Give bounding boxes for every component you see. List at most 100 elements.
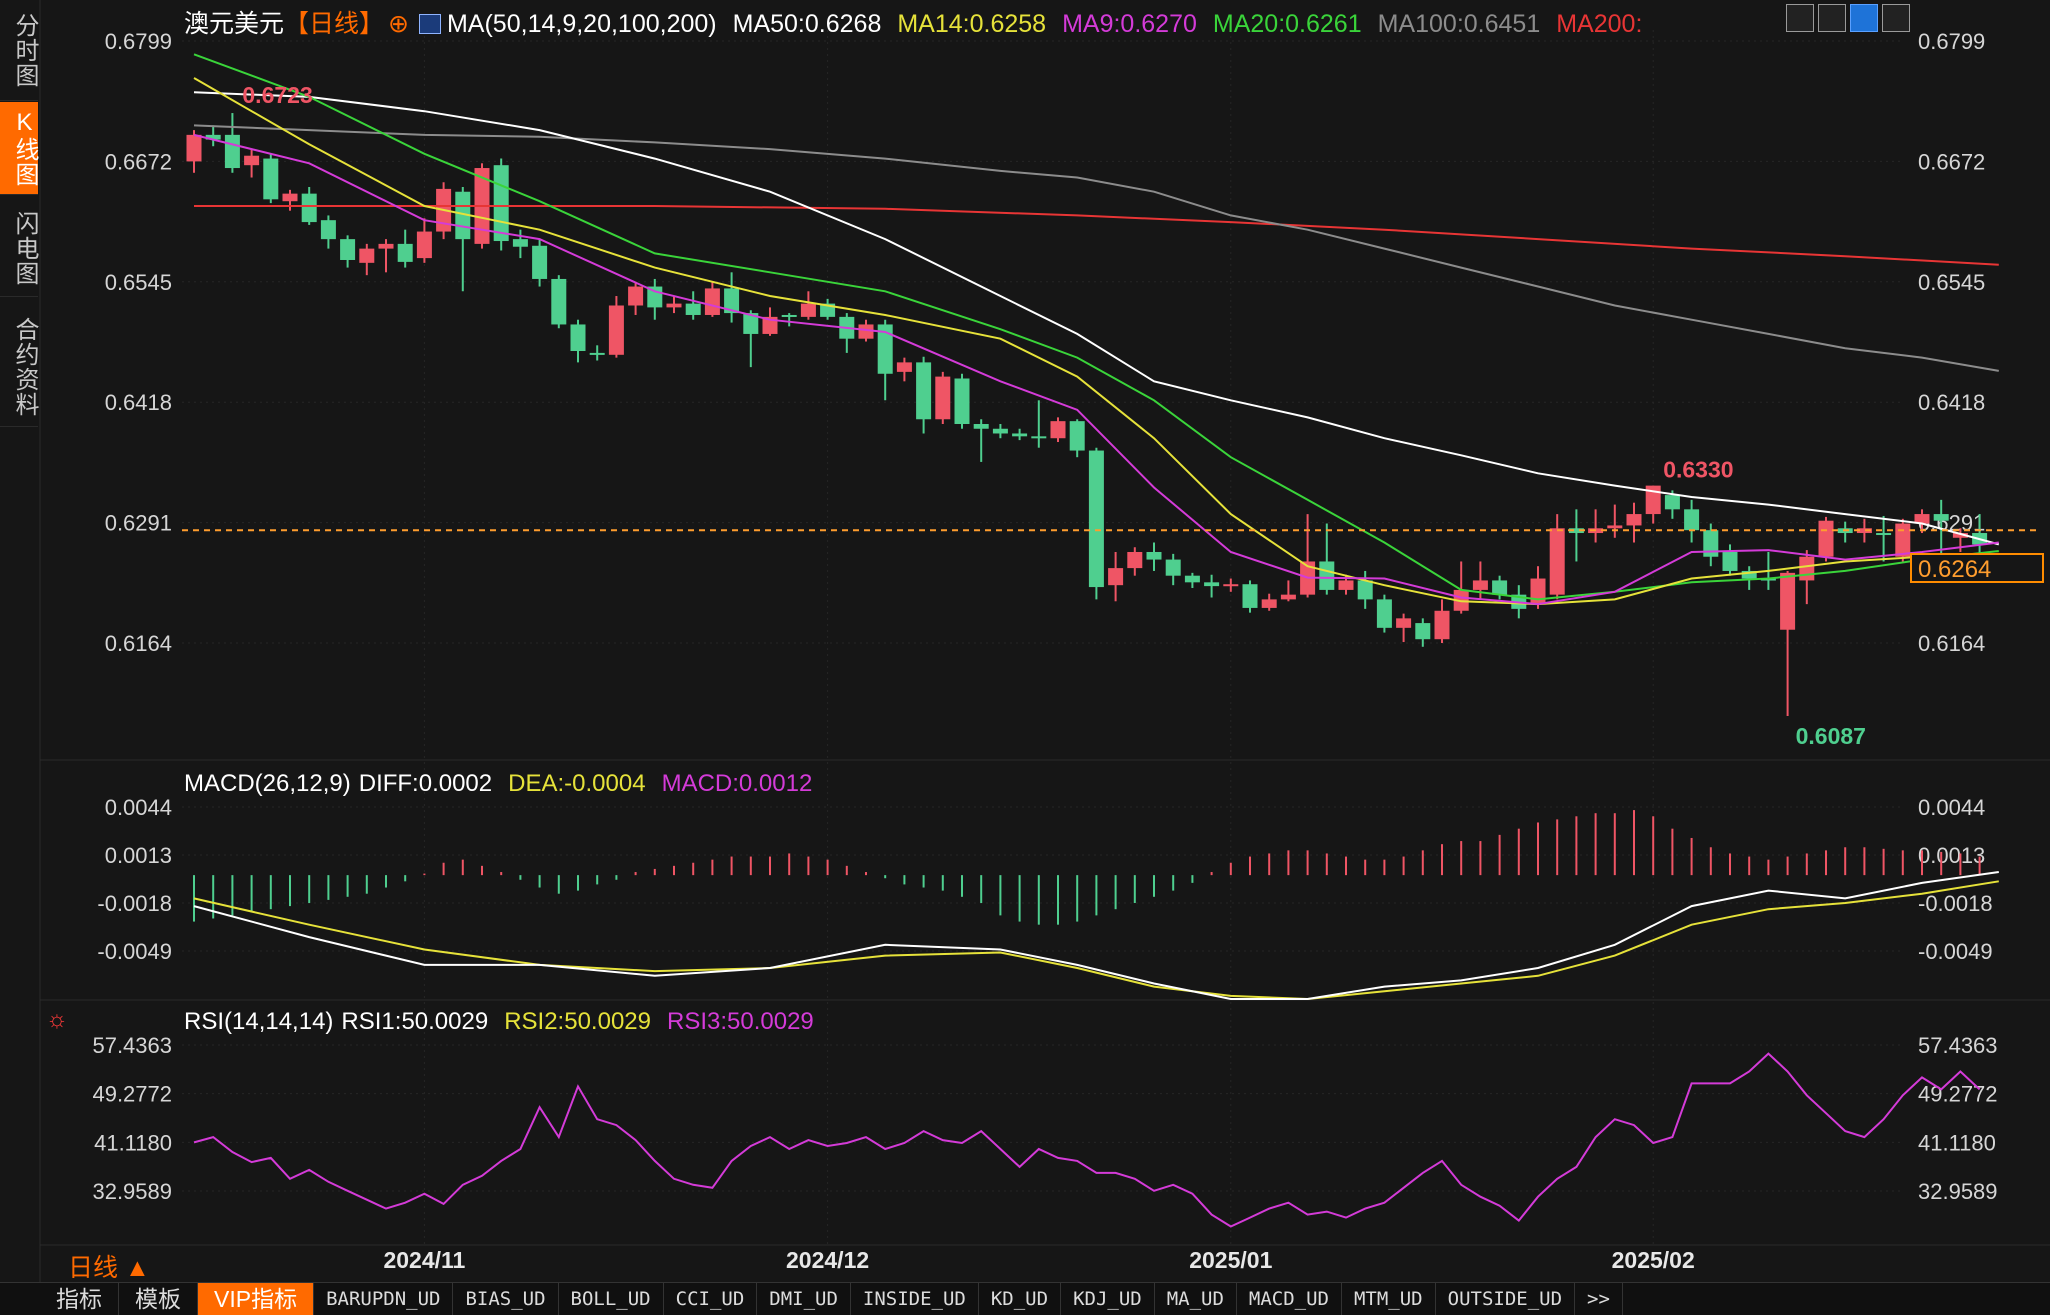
candle-body [1376,599,1392,628]
candle-down [551,275,567,329]
tab-more[interactable]: >> [1575,1283,1623,1315]
rsi-tick-label-left: 57.4363 [92,1033,172,1058]
candle-down [320,215,336,249]
price-tick-label-left: 0.6672 [105,149,172,174]
candle-body [1684,509,1700,531]
candle-body [1472,580,1488,590]
sidebar-tab-contract-info[interactable]: 合约资料 [0,308,38,427]
tab-kdj[interactable]: KDJ_UD [1061,1283,1155,1315]
candle-body [628,286,644,306]
candle-up [1223,578,1239,592]
layout-grid-icon[interactable] [1786,4,1814,32]
candle-down [839,313,855,353]
candle-down [455,186,471,292]
rsi-tick-label-left: 49.2772 [92,1082,172,1107]
candle-body [1088,450,1104,588]
macd-tick-label-left: 0.0013 [105,843,172,868]
ma100-line [193,124,1999,372]
candle-body [1664,495,1680,510]
candle-down [532,239,548,287]
candle-body [1703,530,1719,557]
settings-sun-icon[interactable]: ☼ [46,1006,68,1033]
candle-up [704,281,720,317]
candle-down [1568,509,1584,562]
fullscreen-icon[interactable] [1882,4,1910,32]
tab-indicators[interactable]: 指标 [0,1283,119,1315]
candle-down [205,125,221,147]
candle-body [589,352,605,355]
candle-body [1242,584,1258,608]
candle-body [1415,623,1431,640]
period-label[interactable]: 【日线】 [284,10,385,38]
ma20-value: MA20:0.6261 [1212,10,1362,38]
candle-up [628,281,644,315]
candle-up [1108,551,1124,602]
candle-body [1760,578,1776,581]
candle-body [532,245,548,279]
candle-body [1357,580,1373,600]
tab-ma[interactable]: MA_UD [1155,1283,1237,1315]
candle-down [820,298,836,320]
rsi-tick-label-left: 32.9589 [92,1179,172,1204]
tab-outside[interactable]: OUTSIDE_UD [1436,1283,1576,1315]
tab-mtm[interactable]: MTM_UD [1342,1283,1436,1315]
macd-diff: DIFF:0.0002 [358,770,493,797]
sidebar-tab-timeshare[interactable]: 分时图 [0,0,38,101]
candle-down [973,419,989,462]
candle-body [666,303,682,308]
rsi2-value: RSI2:50.0029 [504,1008,651,1035]
price-tick-label-left: 0.6545 [105,270,172,295]
crosshair-icon[interactable]: ⊕ [388,10,409,38]
candle-down [1204,574,1220,598]
candle-body [1818,520,1834,557]
candle-body [244,155,260,166]
candle-up [186,130,202,173]
candle-up [1127,547,1143,576]
tab-inside[interactable]: INSIDE_UD [851,1283,979,1315]
sidebar-tab-lightning[interactable]: 闪电图 [0,200,38,297]
tab-dmi[interactable]: DMI_UD [757,1283,851,1315]
candle-up [1300,514,1316,598]
candle-body [378,243,394,249]
candle-body [1204,582,1220,587]
candle-body [1146,551,1162,560]
chart-type-icon[interactable] [1818,4,1846,32]
tab-cci[interactable]: CCI_UD [664,1283,758,1315]
candle-down [1376,594,1392,633]
candle-up [282,189,298,211]
candle-down [1088,447,1104,600]
rsi-params: RSI(14,14,14) [184,1008,334,1035]
candle-down [992,424,1008,439]
candle-down [781,313,797,327]
price-tick-label-right: 0.6672 [1918,149,1985,174]
ma14-line [193,77,1999,606]
candle-up [1799,550,1815,605]
candle-down [397,229,413,268]
candle-down [1242,580,1258,613]
tab-templates[interactable]: 模板 [119,1283,198,1315]
candle-down [916,356,932,434]
candle-body [781,314,797,317]
candle-down [512,229,528,259]
ma-params: MA(50,14,9,20,100,200) [446,10,717,38]
rsi-tick-label-right: 49.2772 [1918,1082,1998,1107]
period-selector[interactable]: 日线 ▲ [68,1254,150,1282]
price-tick-label-right: 0.6164 [1918,631,1985,656]
candle-body [1338,580,1354,590]
tab-boll[interactable]: BOLL_UD [559,1283,664,1315]
tab-bias[interactable]: BIAS_UD [453,1283,559,1315]
price-tick-label-left: 0.6799 [105,29,172,54]
tab-barupdn[interactable]: BARUPDN_UD [314,1283,454,1315]
tab-macd[interactable]: MACD_UD [1237,1283,1342,1315]
sidebar-tab-kline[interactable]: K线图 [0,102,38,195]
candle-body [1626,514,1642,526]
tab-kd[interactable]: KD_UD [979,1283,1062,1315]
tab-vip-indicators[interactable]: VIP指标 [198,1283,315,1315]
candle-body [359,248,375,263]
draw-line-icon[interactable] [1850,4,1878,32]
candle-down [1837,521,1853,543]
rsi-legend: RSI(14,14,14) RSI1:50.0029 RSI2:50.0029 RSI… [184,1008,830,1036]
price-tick-label-right: 0.6545 [1918,270,1985,295]
low-annotation: 0.6087 [1796,723,1866,749]
